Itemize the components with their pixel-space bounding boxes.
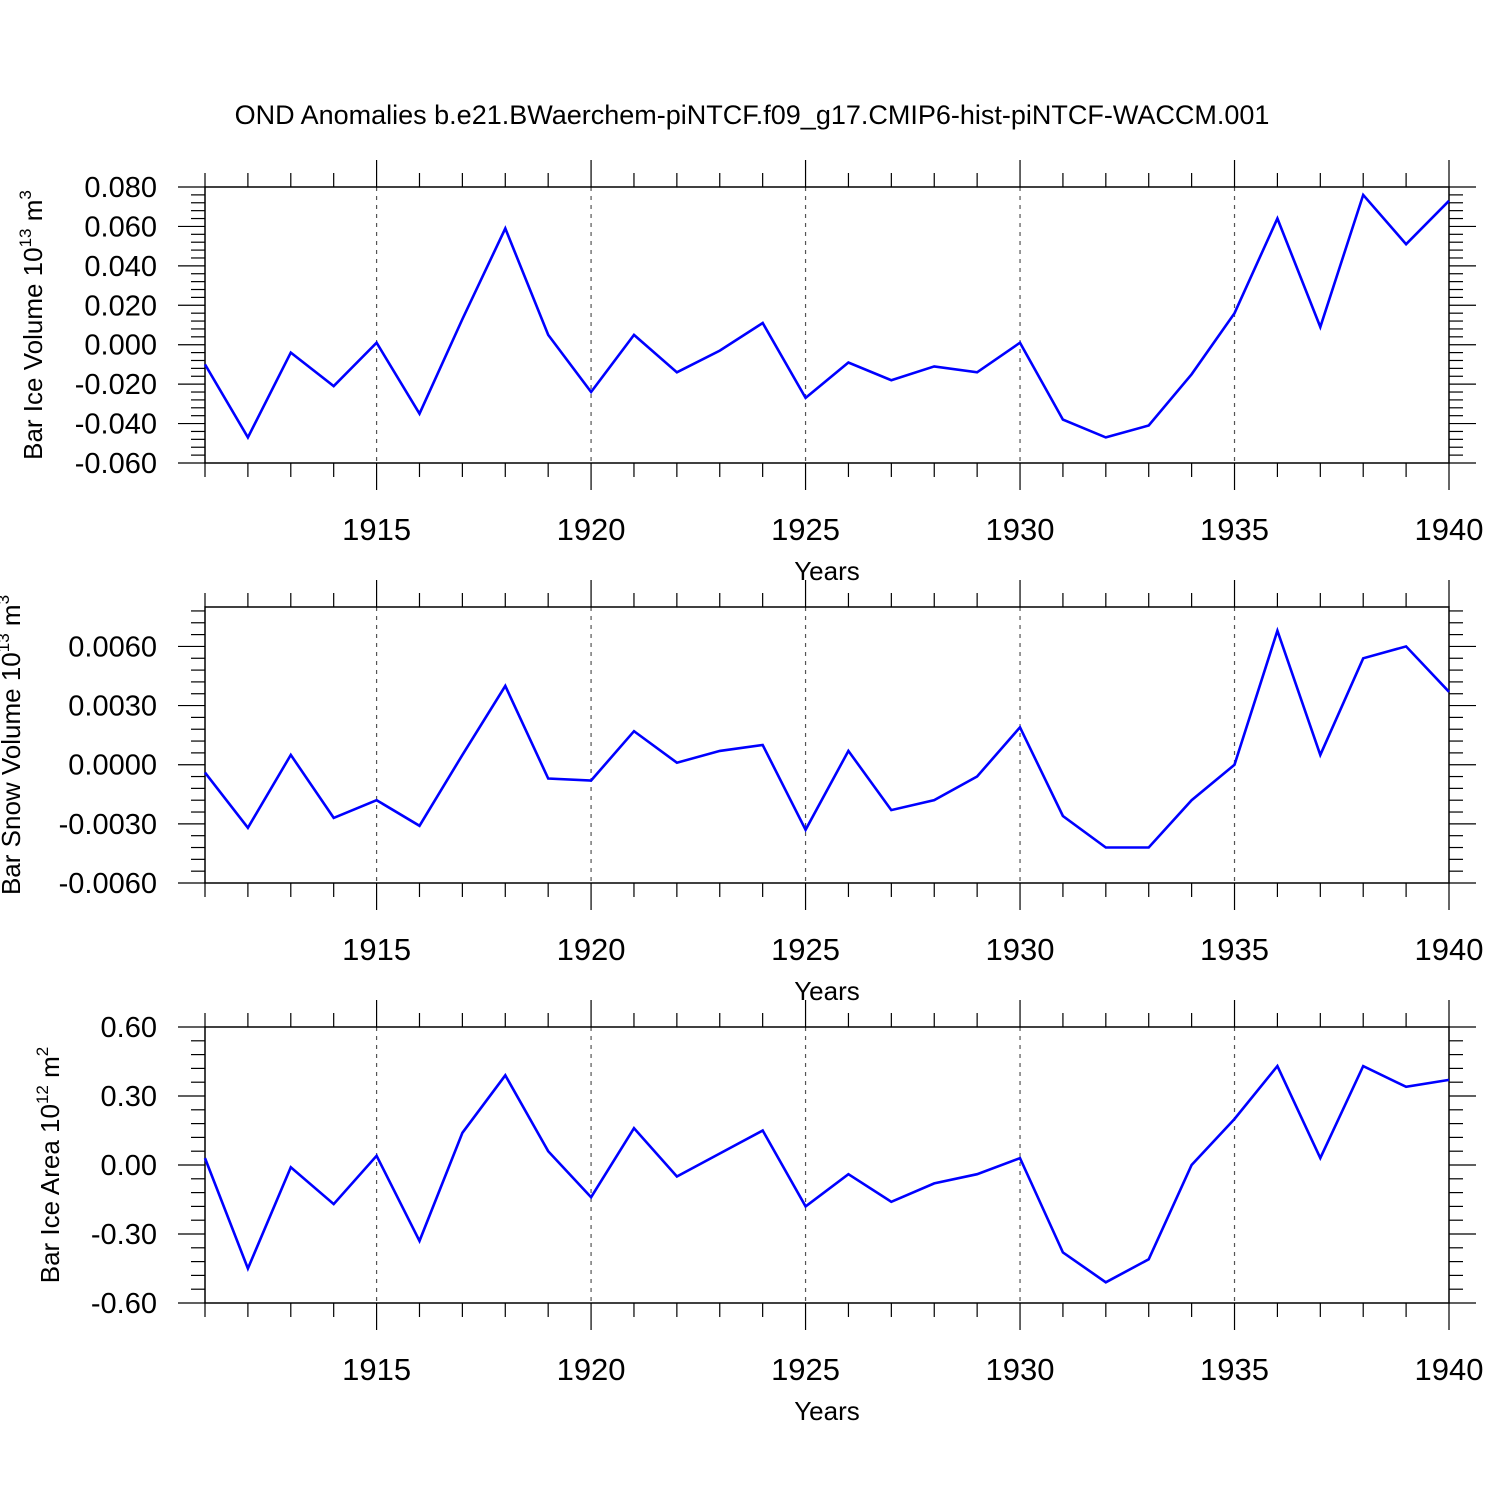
x-axis-label: Years [794, 1396, 860, 1426]
x-axis-label: Years [794, 556, 860, 586]
y-tick-label: 0.30 [101, 1081, 157, 1113]
x-tick-label: 1930 [986, 932, 1055, 967]
x-tick-label: 1935 [1200, 512, 1269, 547]
y-axis-label-superscript: 3 [0, 595, 13, 604]
x-tick-label: 1940 [1415, 1352, 1484, 1387]
x-tick-label: 1925 [771, 932, 840, 967]
x-tick-label: 1935 [1200, 932, 1269, 967]
x-tick-label: 1940 [1415, 512, 1484, 547]
y-tick-label: 0.00 [101, 1150, 157, 1182]
y-tick-label: -0.30 [91, 1219, 157, 1251]
y-axis-label-superscript: 12 [33, 1085, 52, 1104]
plot-frame [204, 186, 1450, 464]
y-tick-label: 0.0030 [68, 691, 157, 723]
x-tick-label: 1930 [986, 1352, 1055, 1387]
y-tick-label: -0.040 [75, 409, 157, 441]
y-tick-label: 0.060 [84, 211, 157, 243]
series-line [203, 626, 1450, 849]
y-axis-label: Bar Ice Area 1012 m2 [33, 1047, 65, 1284]
x-tick-label: 1930 [986, 512, 1055, 547]
y-tick-label: -0.0060 [59, 868, 157, 900]
y-axis-label-part: Bar Ice Volume 10 [18, 247, 48, 459]
y-axis-label-part: m [18, 200, 48, 229]
y-tick-label: -0.60 [91, 1288, 157, 1320]
y-tick-label: 0.0000 [68, 750, 157, 782]
y-axis-label-superscript: 13 [16, 228, 35, 247]
series-line [203, 192, 1450, 441]
y-axis-label-part: m [0, 604, 26, 633]
plot-frame [204, 1026, 1450, 1304]
x-tick-label: 1915 [342, 512, 411, 547]
y-tick-label: 0.040 [84, 251, 157, 283]
series-line [203, 1063, 1450, 1284]
y-axis-label-superscript: 3 [16, 190, 35, 199]
x-tick-label: 1920 [557, 1352, 626, 1387]
x-tick-label: 1940 [1415, 932, 1484, 967]
x-tick-label: 1920 [557, 512, 626, 547]
x-tick-label: 1915 [342, 932, 411, 967]
y-tick-label: 0.020 [84, 290, 157, 322]
plot-frame [204, 606, 1450, 884]
y-tick-label: 0.080 [84, 172, 157, 204]
y-tick-label: 0.0060 [68, 631, 157, 663]
y-axis-label-part: Bar Ice Area 10 [35, 1104, 65, 1283]
x-tick-label: 1915 [342, 1352, 411, 1387]
x-tick-label: 1920 [557, 932, 626, 967]
y-tick-label: -0.0030 [59, 809, 157, 841]
figure-title: OND Anomalies b.e21.BWaerchem-piNTCF.f09… [235, 100, 1270, 130]
x-tick-label: 1925 [771, 1352, 840, 1387]
y-tick-label: -0.020 [75, 369, 157, 401]
x-tick-label: 1935 [1200, 1352, 1269, 1387]
y-tick-label: 0.000 [84, 330, 157, 362]
y-tick-label: 0.60 [101, 1012, 157, 1044]
y-tick-label: -0.060 [75, 448, 157, 480]
x-tick-label: 1925 [771, 512, 840, 547]
y-axis-label-part: Bar Snow Volume 10 [0, 652, 26, 895]
y-axis-label-superscript: 13 [0, 633, 13, 652]
y-axis-label: Bar Snow Volume 1013 m3 [0, 595, 26, 895]
y-axis-label: Bar Ice Volume 1013 m3 [16, 190, 48, 460]
y-axis-label-superscript: 2 [33, 1047, 52, 1056]
y-axis-label-part: m [35, 1056, 65, 1085]
x-axis-label: Years [794, 976, 860, 1006]
